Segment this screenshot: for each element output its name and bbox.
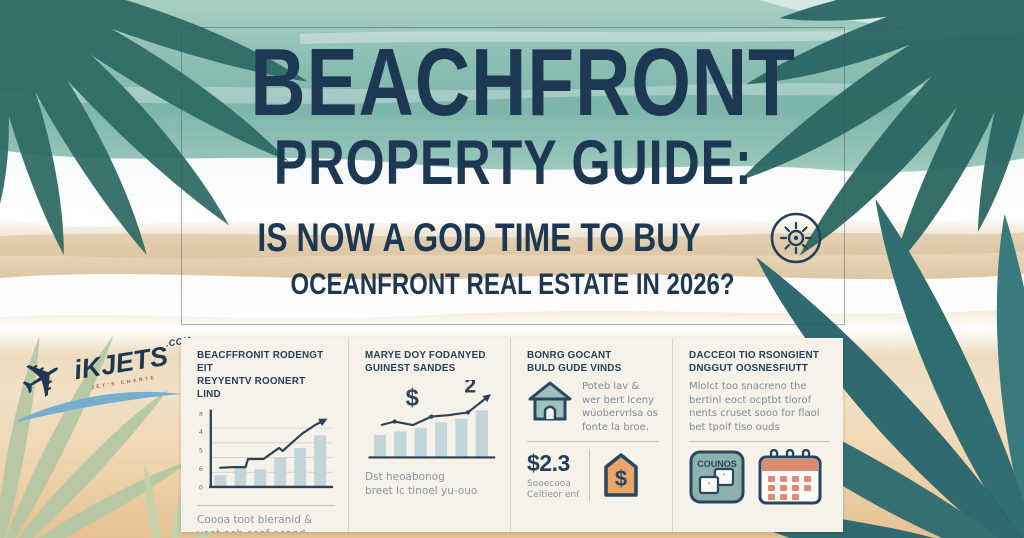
svg-text:a: a — [199, 410, 203, 418]
svg-text:$: $ — [406, 384, 419, 411]
svg-text:': ' — [708, 481, 710, 491]
market-growth-chart: $2 — [368, 380, 496, 459]
panel-column-beachfront-trend: BEACFFRONIT RODENGT EIT REYYENTV ROONERT… — [181, 338, 348, 532]
column-heading: BEACFFRONIT RODENGT EIT REYYENTV ROONERT… — [197, 349, 324, 400]
column-heading: BONRG GOCANT BULD GUDE VINDS — [527, 349, 622, 374]
contrail-swoosh — [18, 391, 182, 422]
panel-column-buying-guide: BONRG GOCANT BULD GUDE VINDS Poteb lav &… — [510, 338, 672, 532]
wet-sand-band — [0, 232, 1024, 259]
dollar-symbol: $ — [615, 466, 627, 491]
svg-text:0: 0 — [199, 483, 203, 491]
divider — [527, 441, 659, 442]
subtitle-line-2: OCEANFRONT REAL ESTATE IN 2026? — [290, 268, 736, 301]
title-box: BEACHFRONT PROPERTY GUIDE: IS NOW A GOD … — [181, 27, 845, 325]
subtitle-row: IS NOW A GOD TIME TO BUY — [182, 210, 844, 266]
svg-text:6: 6 — [199, 465, 203, 473]
svg-text:4: 4 — [199, 428, 203, 436]
house-icon — [528, 381, 572, 421]
column-caption: Coooa toot bleranid & voot eeb eoaf oean… — [197, 514, 313, 532]
sun-icon — [770, 212, 822, 264]
price-tag-house-icon: $ — [604, 453, 639, 497]
vertical-divider — [589, 449, 591, 501]
brand-logo: ✈ iKJETS.COM JET'S CHARTE — [14, 328, 199, 438]
svg-text:2: 2 — [464, 380, 476, 398]
calendar-icon — [758, 449, 822, 505]
counter-label: COUNOS — [697, 459, 737, 469]
stat-value: $2.3 — [527, 449, 570, 476]
column-heading: DACCEOI TIO RSONGIENT DNGGUT OOSNESFIUTT — [689, 349, 820, 374]
counter-dice-icon: COUNOS ' ' — [689, 450, 745, 504]
stat-block: $2.3 Sooecooa Celtieor enf — [527, 450, 579, 501]
panel-column-market-growth: MARYE DOY FODANYED GUINEST SANDES $2 Dst… — [348, 338, 510, 532]
stat-label: Sooecooa Celtieor enf — [527, 478, 580, 500]
column-body: Poteb lav & wer bert lceny wuobervrlsa o… — [582, 381, 658, 433]
title-line-1: BEACHFRONT — [250, 29, 796, 136]
svg-text:': ' — [723, 472, 725, 482]
water-streak — [0, 82, 1024, 104]
subtitle-line-1: IS NOW A GOD TIME TO BUY — [257, 216, 701, 260]
column-heading: MARYE DOY FODANYED GUINEST SANDES — [365, 349, 486, 374]
jet-plane-icon: ✈ — [14, 343, 182, 422]
price-trend-chart: a 4 5 6 0 — [199, 410, 334, 491]
svg-text:5: 5 — [199, 446, 203, 454]
title-line-2: PROPERTY GUIDE: — [273, 128, 753, 198]
column-body: Mlolct too snacreno the bertinl eoct ocp… — [689, 381, 820, 433]
foam-band-lower — [0, 274, 1024, 319]
divider — [197, 505, 335, 506]
divider — [689, 441, 830, 442]
column-caption: Dst heoabonog breet lc tinoel yu-ouo — [365, 471, 478, 497]
panel-column-timing: DACCEOI TIO RSONGIENT DNGGUT OOSNESFIUTT… — [672, 338, 843, 532]
info-panel: BEACFFRONIT RODENGT EIT REYYENTV ROONERT… — [181, 338, 843, 532]
